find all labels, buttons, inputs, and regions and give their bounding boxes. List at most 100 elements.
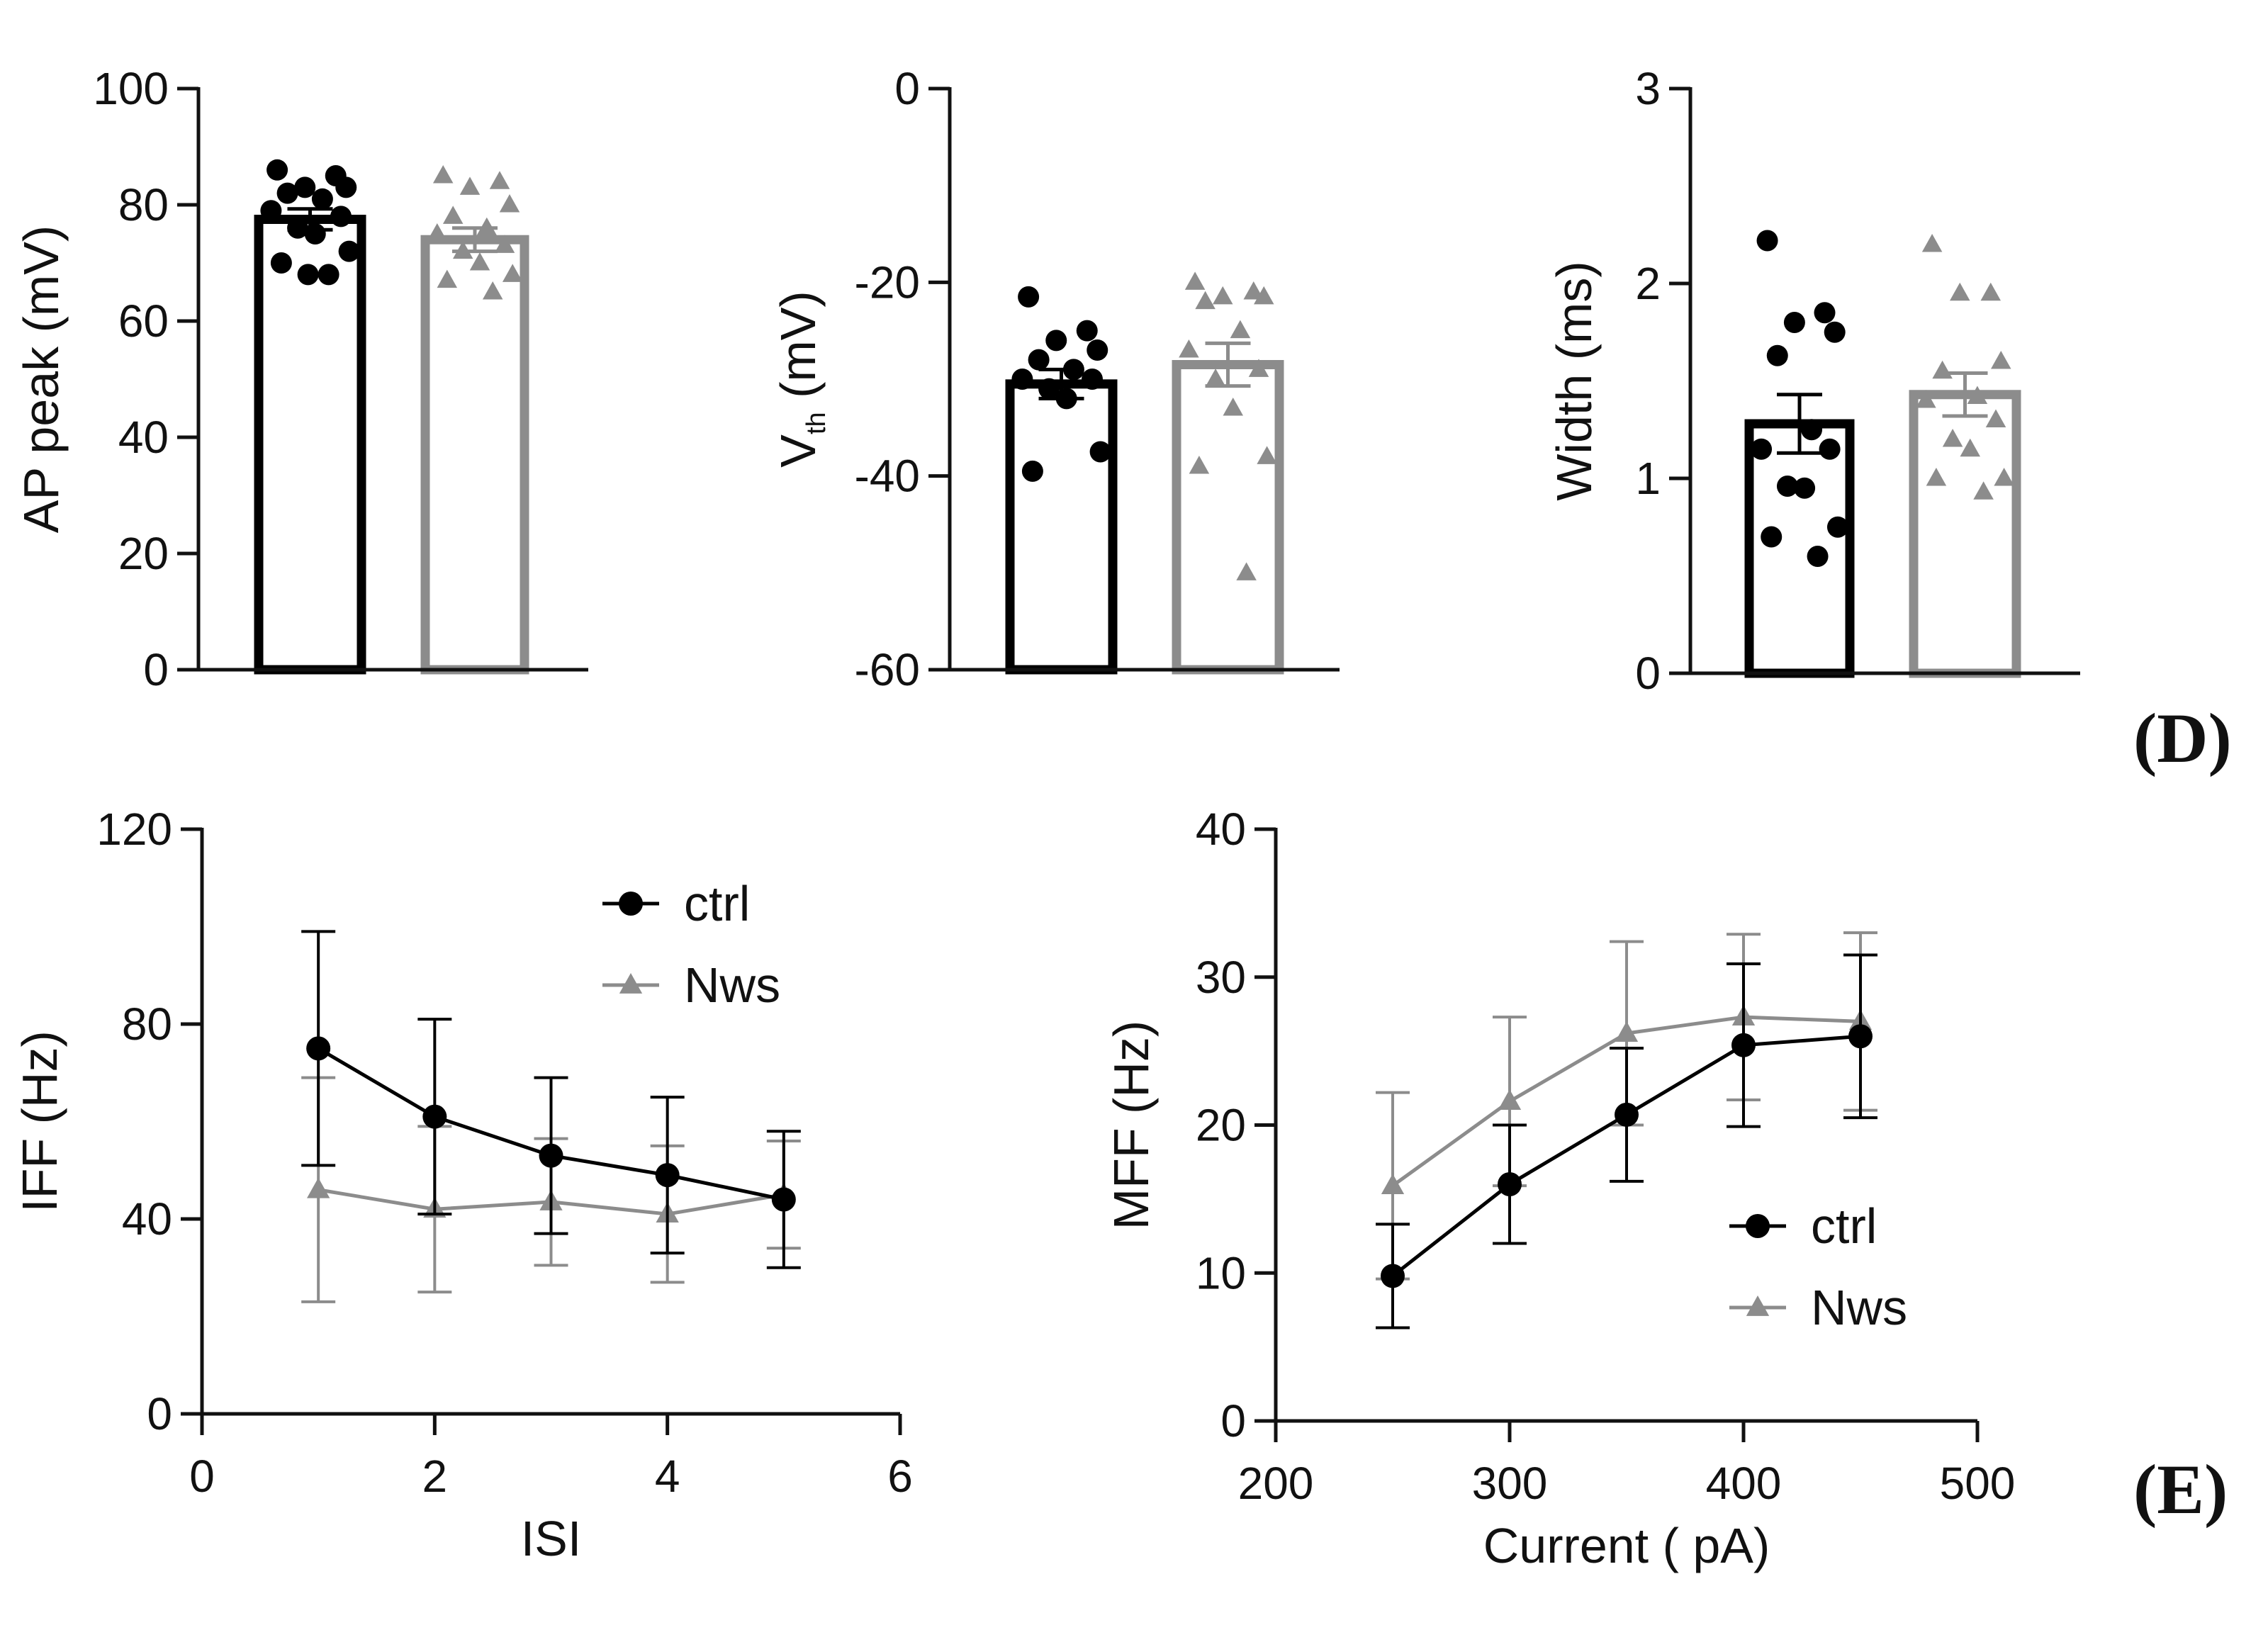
vth-point-nws bbox=[1243, 281, 1264, 300]
vth-point-ctrl bbox=[1021, 460, 1043, 482]
iff-point-ctrl bbox=[539, 1143, 563, 1168]
mff-legend-label-nws: Nws bbox=[1811, 1280, 1907, 1335]
iff-y-tick-label: 40 bbox=[122, 1193, 172, 1244]
width-point-nws bbox=[1942, 429, 1963, 447]
mff-legend-marker-nws bbox=[1746, 1295, 1770, 1316]
ap-peak-point-nws bbox=[502, 264, 523, 282]
width-point-ctrl bbox=[1761, 526, 1783, 548]
width-point-ctrl bbox=[1751, 438, 1773, 460]
ap-peak-point-nws bbox=[442, 206, 464, 224]
width-y-axis-title: Width (ms) bbox=[1546, 261, 1602, 500]
iff-point-ctrl bbox=[422, 1104, 447, 1129]
vth-point-nws bbox=[1195, 291, 1216, 310]
width-y-tick-label: 1 bbox=[1635, 453, 1661, 504]
iff-legend-label-nws: Nws bbox=[684, 957, 780, 1013]
width-point-nws bbox=[1916, 390, 1936, 408]
mff-x-axis-title: Current ( pA) bbox=[1483, 1518, 1770, 1573]
width-point-ctrl bbox=[1794, 477, 1816, 499]
vth-point-nws bbox=[1236, 562, 1257, 580]
vth-point-nws bbox=[1254, 286, 1274, 305]
iff-x-axis-title: ISI bbox=[521, 1511, 582, 1566]
ap-peak-point-nws bbox=[489, 171, 510, 189]
vth-point-nws bbox=[1205, 369, 1226, 387]
width-point-nws bbox=[1980, 282, 2001, 301]
width-point-ctrl bbox=[1783, 312, 1805, 333]
iff-point-ctrl bbox=[655, 1163, 680, 1188]
ap-peak-point-ctrl bbox=[294, 176, 316, 198]
width-point-nws bbox=[1921, 234, 1943, 252]
ap-peak-point-ctrl bbox=[311, 188, 333, 210]
vth-point-ctrl bbox=[1076, 320, 1098, 342]
iff-legend-marker-nws bbox=[619, 973, 643, 994]
ap-peak-point-ctrl bbox=[318, 264, 339, 286]
mff-point-nws bbox=[1498, 1089, 1522, 1110]
width-y-tick-label: 0 bbox=[1635, 648, 1661, 699]
iff-point-nws bbox=[307, 1177, 330, 1198]
mff-point-ctrl bbox=[1848, 1024, 1873, 1049]
ap-peak-point-nws bbox=[432, 165, 454, 184]
mff-point-nws bbox=[1615, 1021, 1639, 1042]
ap-peak-y-tick-label: 60 bbox=[118, 296, 169, 347]
ap-peak-point-nws bbox=[469, 252, 490, 271]
chart-mff: 0 10 20 30 40 200 300 400 500 MFF (Hz) Current ( p… bbox=[1104, 804, 2015, 1573]
width-point-ctrl bbox=[1801, 419, 1823, 441]
vth-point-ctrl bbox=[1087, 339, 1108, 361]
width-point-ctrl bbox=[1807, 546, 1829, 567]
width-point-nws bbox=[1960, 438, 1980, 457]
iff-point-ctrl bbox=[306, 1036, 331, 1061]
width-y-tick-label: 2 bbox=[1635, 258, 1661, 309]
width-point-ctrl bbox=[1826, 516, 1848, 538]
ap-peak-point-nws bbox=[482, 281, 503, 300]
vth-point-ctrl bbox=[1082, 369, 1103, 390]
vth-point-nws bbox=[1223, 398, 1243, 416]
mff-y-tick-label: 10 bbox=[1196, 1247, 1246, 1298]
vth-point-ctrl bbox=[1018, 286, 1040, 308]
vth-y-tick-label: -60 bbox=[855, 644, 921, 695]
width-point-ctrl bbox=[1776, 476, 1798, 497]
ap-peak-point-ctrl bbox=[260, 200, 282, 222]
iff-legend-marker-ctrl bbox=[619, 892, 643, 916]
ap-peak-point-nws bbox=[427, 223, 448, 242]
iff-y-tick-label: 80 bbox=[122, 999, 172, 1050]
mff-x-tick-label: 300 bbox=[1472, 1458, 1548, 1509]
ap-peak-point-nws bbox=[437, 269, 458, 288]
ap-peak-point-ctrl bbox=[304, 223, 326, 244]
chart-ap-peak: 0 20 40 60 80 100 AP peak (mV) bbox=[13, 63, 588, 695]
iff-y-axis-title: IFF (Hz) bbox=[12, 1030, 67, 1213]
vth-point-ctrl bbox=[1028, 349, 1050, 371]
ap-peak-point-ctrl bbox=[338, 240, 360, 262]
vth-point-ctrl bbox=[1045, 330, 1067, 352]
ap-peak-y-tick-label: 80 bbox=[118, 179, 169, 230]
width-point-nws bbox=[1967, 386, 1988, 404]
iff-point-ctrl bbox=[771, 1187, 796, 1212]
vth-point-nws bbox=[1179, 339, 1199, 358]
mff-x-tick-label: 500 bbox=[1940, 1458, 2016, 1509]
vth-y-axis-title: Vth (mV) bbox=[770, 291, 831, 467]
width-point-ctrl bbox=[1819, 438, 1841, 460]
ap-peak-point-ctrl bbox=[276, 182, 298, 204]
panel-label-e: (E) bbox=[2133, 1450, 2228, 1529]
iff-x-tick-label: 4 bbox=[655, 1451, 680, 1502]
width-point-nws bbox=[1991, 351, 2011, 369]
iff-x-tick-label: 0 bbox=[189, 1451, 215, 1502]
mff-point-nws bbox=[1381, 1174, 1405, 1194]
ap-peak-point-nws bbox=[499, 194, 520, 213]
vth-y-tick-label: 0 bbox=[894, 63, 920, 114]
vth-y-tick-label: -20 bbox=[855, 257, 921, 308]
iff-x-tick-label: 6 bbox=[887, 1451, 913, 1502]
width-point-nws bbox=[1985, 409, 2006, 427]
ap-peak-point-ctrl bbox=[270, 252, 292, 274]
ap-peak-y-tick-label: 0 bbox=[143, 644, 169, 695]
panel-label-d: (D) bbox=[2133, 699, 2232, 777]
width-point-nws bbox=[1973, 481, 1994, 500]
mff-legend-marker-ctrl bbox=[1746, 1214, 1770, 1238]
mff-x-tick-label: 200 bbox=[1238, 1458, 1314, 1509]
mff-point-ctrl bbox=[1615, 1102, 1639, 1127]
vth-point-nws bbox=[1257, 446, 1277, 464]
mff-y-tick-label: 30 bbox=[1196, 952, 1246, 1003]
vth-point-nws bbox=[1230, 320, 1251, 339]
vth-point-nws bbox=[1189, 456, 1210, 474]
ap-peak-point-ctrl bbox=[335, 176, 357, 198]
vth-point-nws bbox=[1248, 359, 1269, 377]
